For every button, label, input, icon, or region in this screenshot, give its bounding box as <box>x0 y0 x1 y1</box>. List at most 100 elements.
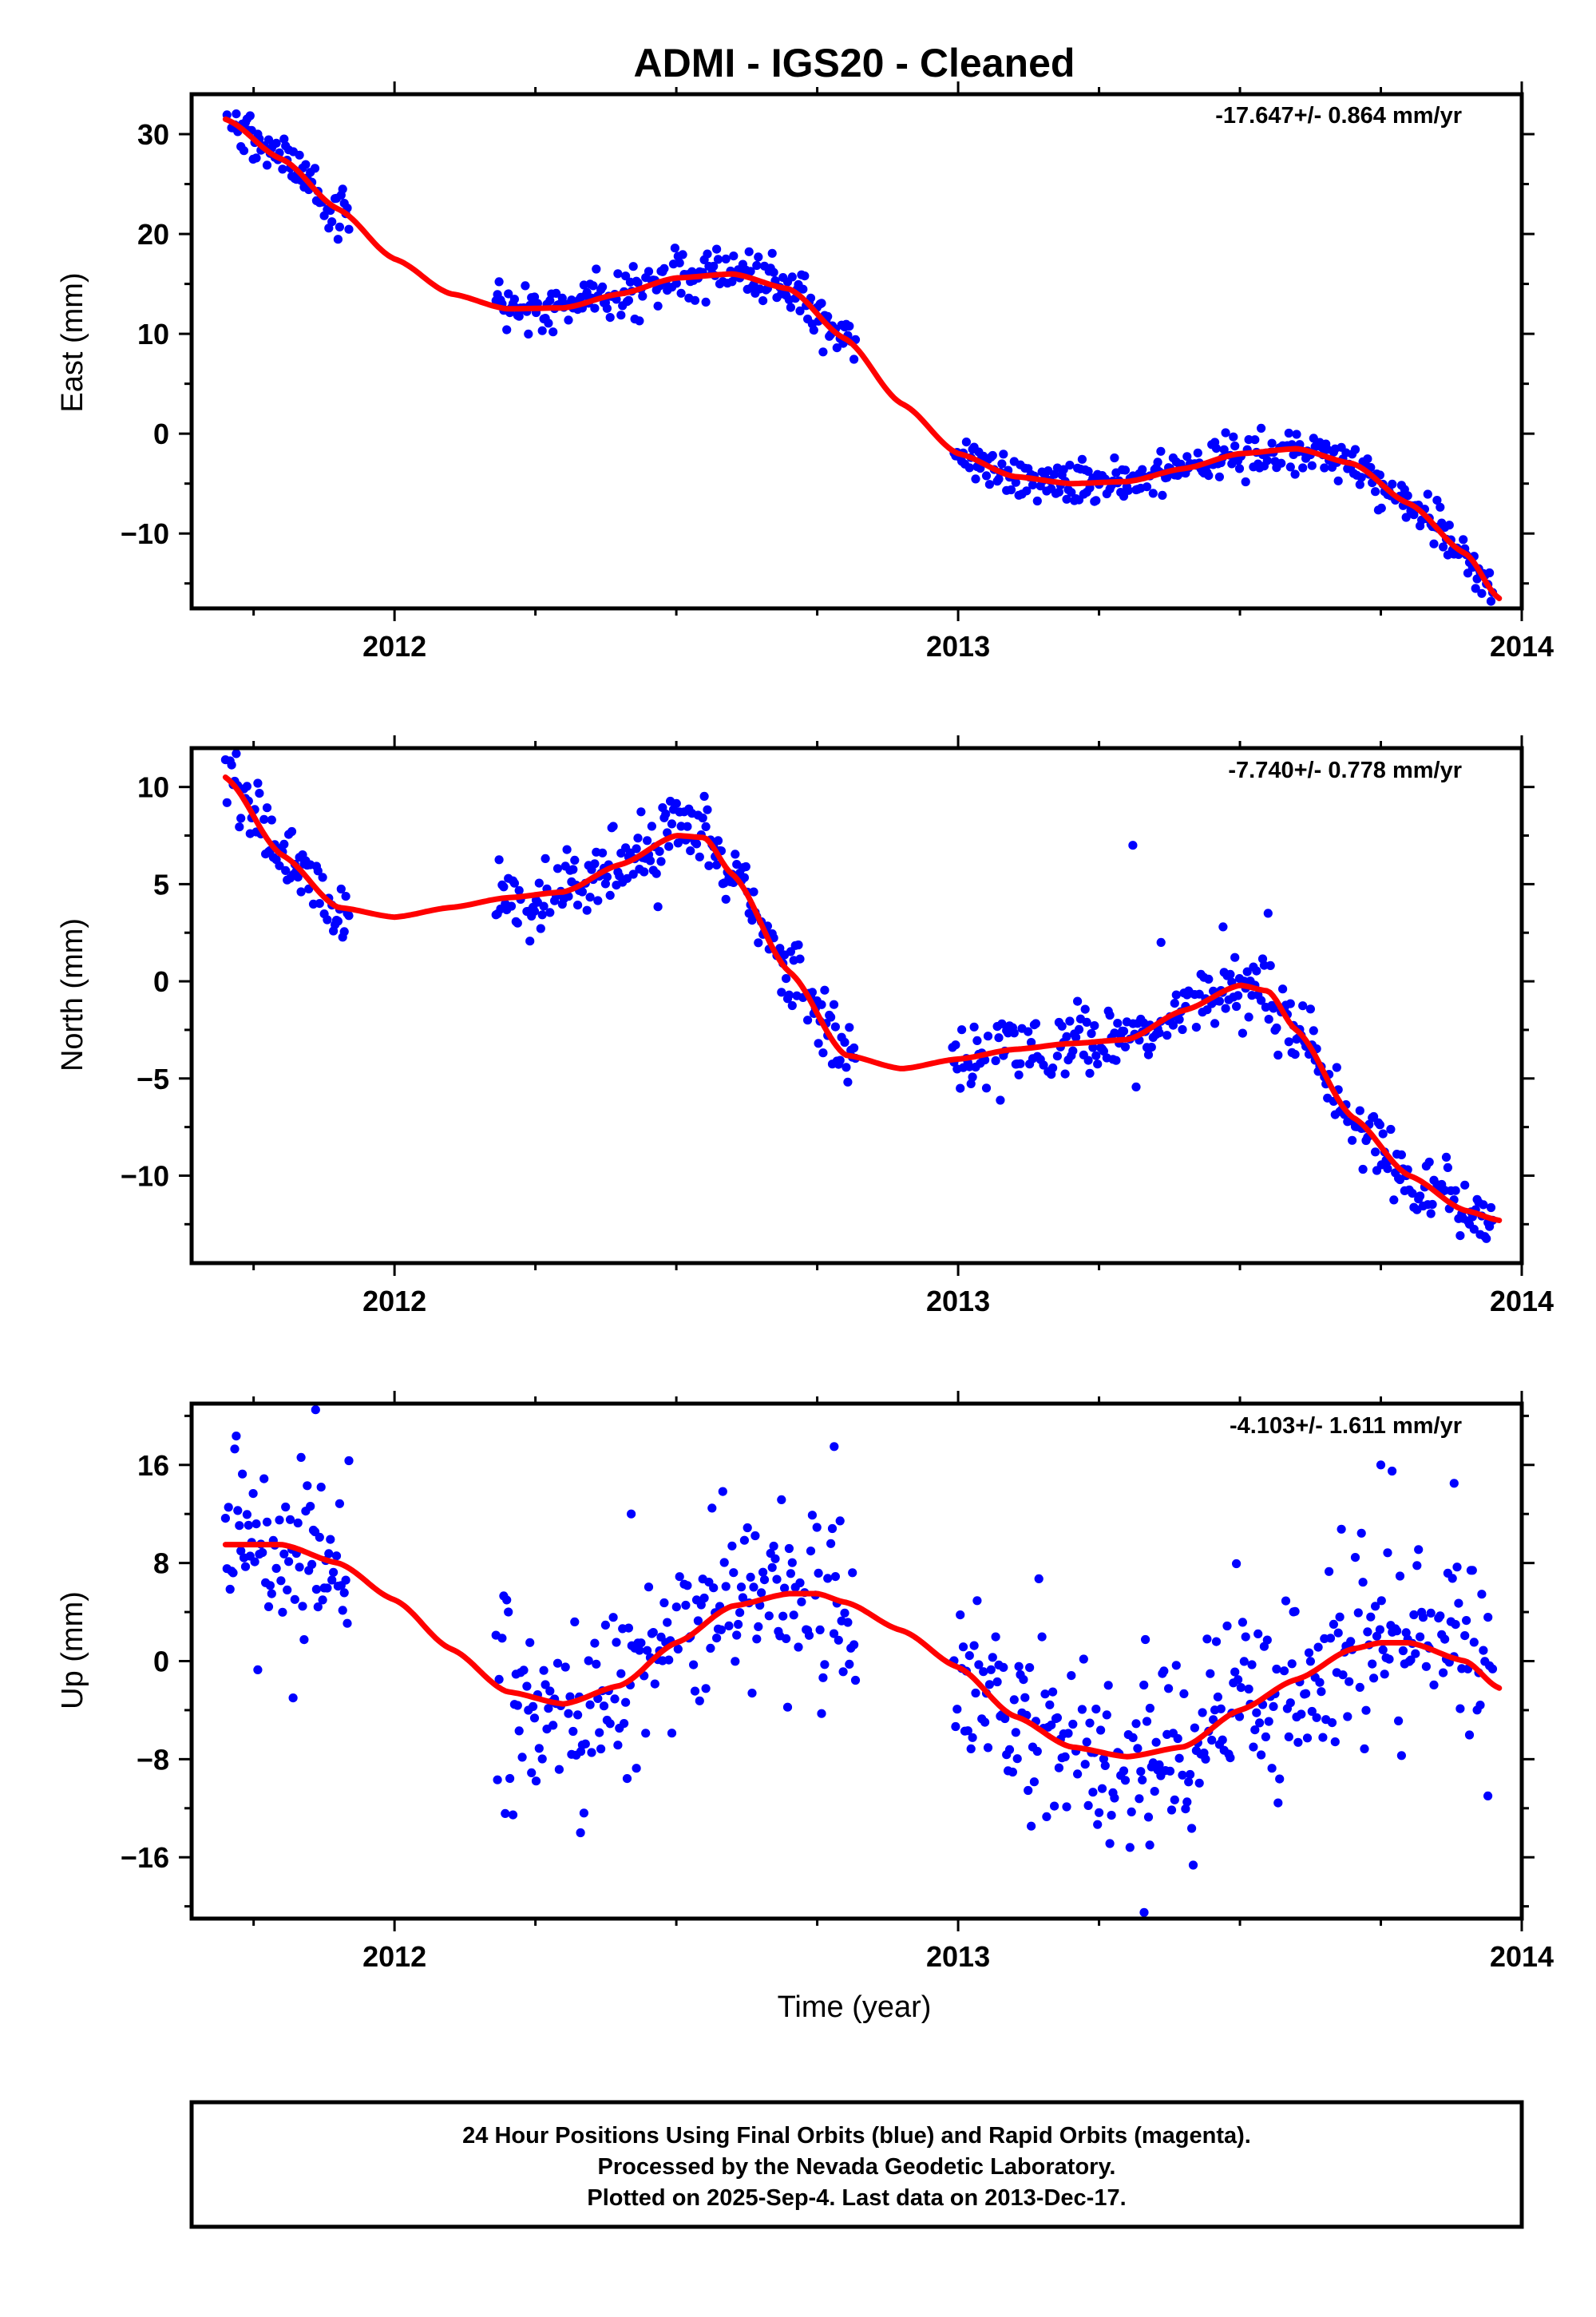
up-data-point <box>969 1641 979 1650</box>
north-data-point <box>275 861 284 870</box>
north-data-point <box>1014 1070 1024 1079</box>
north-data-point <box>1131 1082 1141 1091</box>
up-data-point <box>299 1635 309 1645</box>
up-data-point <box>271 1563 281 1573</box>
north-data-point <box>1082 1017 1091 1027</box>
east-data-point <box>712 244 722 254</box>
east-data-point <box>1230 442 1240 451</box>
east-data-point <box>701 297 711 307</box>
east-data-point <box>659 263 669 273</box>
east-data-point <box>621 271 631 281</box>
up-data-point <box>701 1684 711 1693</box>
up-data-point <box>1388 1466 1397 1476</box>
north-data-point <box>1348 1135 1357 1145</box>
north-data-point <box>1230 953 1240 962</box>
north-data-point <box>1202 1005 1212 1015</box>
north-data-point <box>341 892 350 901</box>
east-data-point <box>1241 477 1250 487</box>
north-data-point <box>686 846 695 856</box>
up-data-point <box>1250 1725 1260 1735</box>
up-data-point <box>1068 1719 1078 1729</box>
north-data-point <box>222 798 232 807</box>
east-data-point <box>1028 480 1038 490</box>
up-data-point <box>1187 1824 1197 1833</box>
east-data-point <box>795 306 805 315</box>
up-data-point <box>288 1693 298 1703</box>
up-data-point <box>780 1583 790 1593</box>
east-data-point <box>344 224 354 234</box>
up-data-point <box>1159 1666 1169 1676</box>
up-data-point <box>1315 1677 1325 1687</box>
up-data-point <box>1222 1621 1232 1631</box>
footer-line-1: 24 Hour Positions Using Final Orbits (bl… <box>462 2123 1251 2149</box>
up-data-point <box>746 1572 755 1582</box>
up-data-point <box>316 1483 326 1492</box>
up-x-tick-label: 2012 <box>362 1940 426 1973</box>
up-data-point <box>1088 1788 1098 1797</box>
up-data-point <box>1063 1729 1073 1738</box>
east-data-point <box>767 248 777 258</box>
north-data-point <box>593 896 603 905</box>
up-data-point <box>1361 1705 1371 1715</box>
east-data-point <box>1062 494 1071 504</box>
north-data-point <box>235 822 244 832</box>
up-data-point <box>1285 1698 1295 1708</box>
north-data-point <box>991 1056 1000 1066</box>
north-data-point <box>564 892 573 901</box>
up-data-point <box>750 1531 760 1541</box>
up-data-point <box>829 1629 839 1638</box>
up-data-point <box>1447 1574 1457 1583</box>
up-data-point <box>1004 1745 1015 1754</box>
east-x-tick-label: 2012 <box>362 630 426 663</box>
up-data-point <box>1375 1625 1384 1634</box>
up-data-point <box>1190 1723 1199 1733</box>
north-data-point <box>1154 1028 1164 1038</box>
east-data-point <box>590 303 600 313</box>
up-data-point <box>673 1644 683 1654</box>
up-data-point <box>251 1519 261 1529</box>
up-data-point <box>826 1539 836 1548</box>
north-data-point <box>1218 922 1228 932</box>
up-data-point <box>504 1607 513 1617</box>
north-data-point <box>232 749 241 758</box>
north-data-point <box>1048 1063 1058 1073</box>
up-data-point <box>1262 1635 1272 1645</box>
up-data-point <box>1398 1646 1408 1656</box>
east-data-point <box>1219 445 1229 454</box>
east-data-point <box>687 267 697 276</box>
up-data-point <box>1025 1663 1035 1673</box>
up-data-point <box>667 1729 677 1738</box>
north-data-point <box>843 1077 853 1087</box>
up-y-tick-label: 8 <box>153 1547 169 1580</box>
east-data-point <box>709 261 719 271</box>
north-data-point <box>287 826 297 837</box>
up-data-point <box>263 1602 274 1611</box>
north-data-point <box>1244 1012 1253 1022</box>
east-data-point <box>262 160 272 170</box>
north-data-point <box>704 861 714 870</box>
up-data-point <box>1037 1632 1047 1642</box>
up-data-point <box>1487 1664 1498 1673</box>
north-data-point <box>1424 1157 1434 1167</box>
east-data-point <box>729 252 739 261</box>
north-data-point <box>957 1025 967 1035</box>
up-data-point <box>576 1828 585 1838</box>
north-data-point <box>1060 1069 1070 1079</box>
east-data-point <box>988 450 997 461</box>
up-data-point <box>1178 1770 1187 1780</box>
up-data-point <box>281 1502 291 1512</box>
north-data-point <box>514 885 524 895</box>
up-data-point <box>1409 1610 1419 1620</box>
east-y-tick-label: 10 <box>137 318 169 351</box>
east-data-point <box>301 160 311 169</box>
up-data-point <box>732 1630 742 1640</box>
up-data-point <box>313 1602 323 1612</box>
up-data-point <box>1325 1566 1334 1576</box>
north-data-point <box>1113 1019 1123 1028</box>
up-data-point <box>1302 1733 1313 1743</box>
chart-title: ADMI - IGS20 - Cleaned <box>634 41 1075 85</box>
east-data-point <box>1262 456 1272 465</box>
up-data-point <box>240 1562 251 1571</box>
north-data-point <box>513 918 522 928</box>
north-data-point <box>1093 1059 1103 1069</box>
